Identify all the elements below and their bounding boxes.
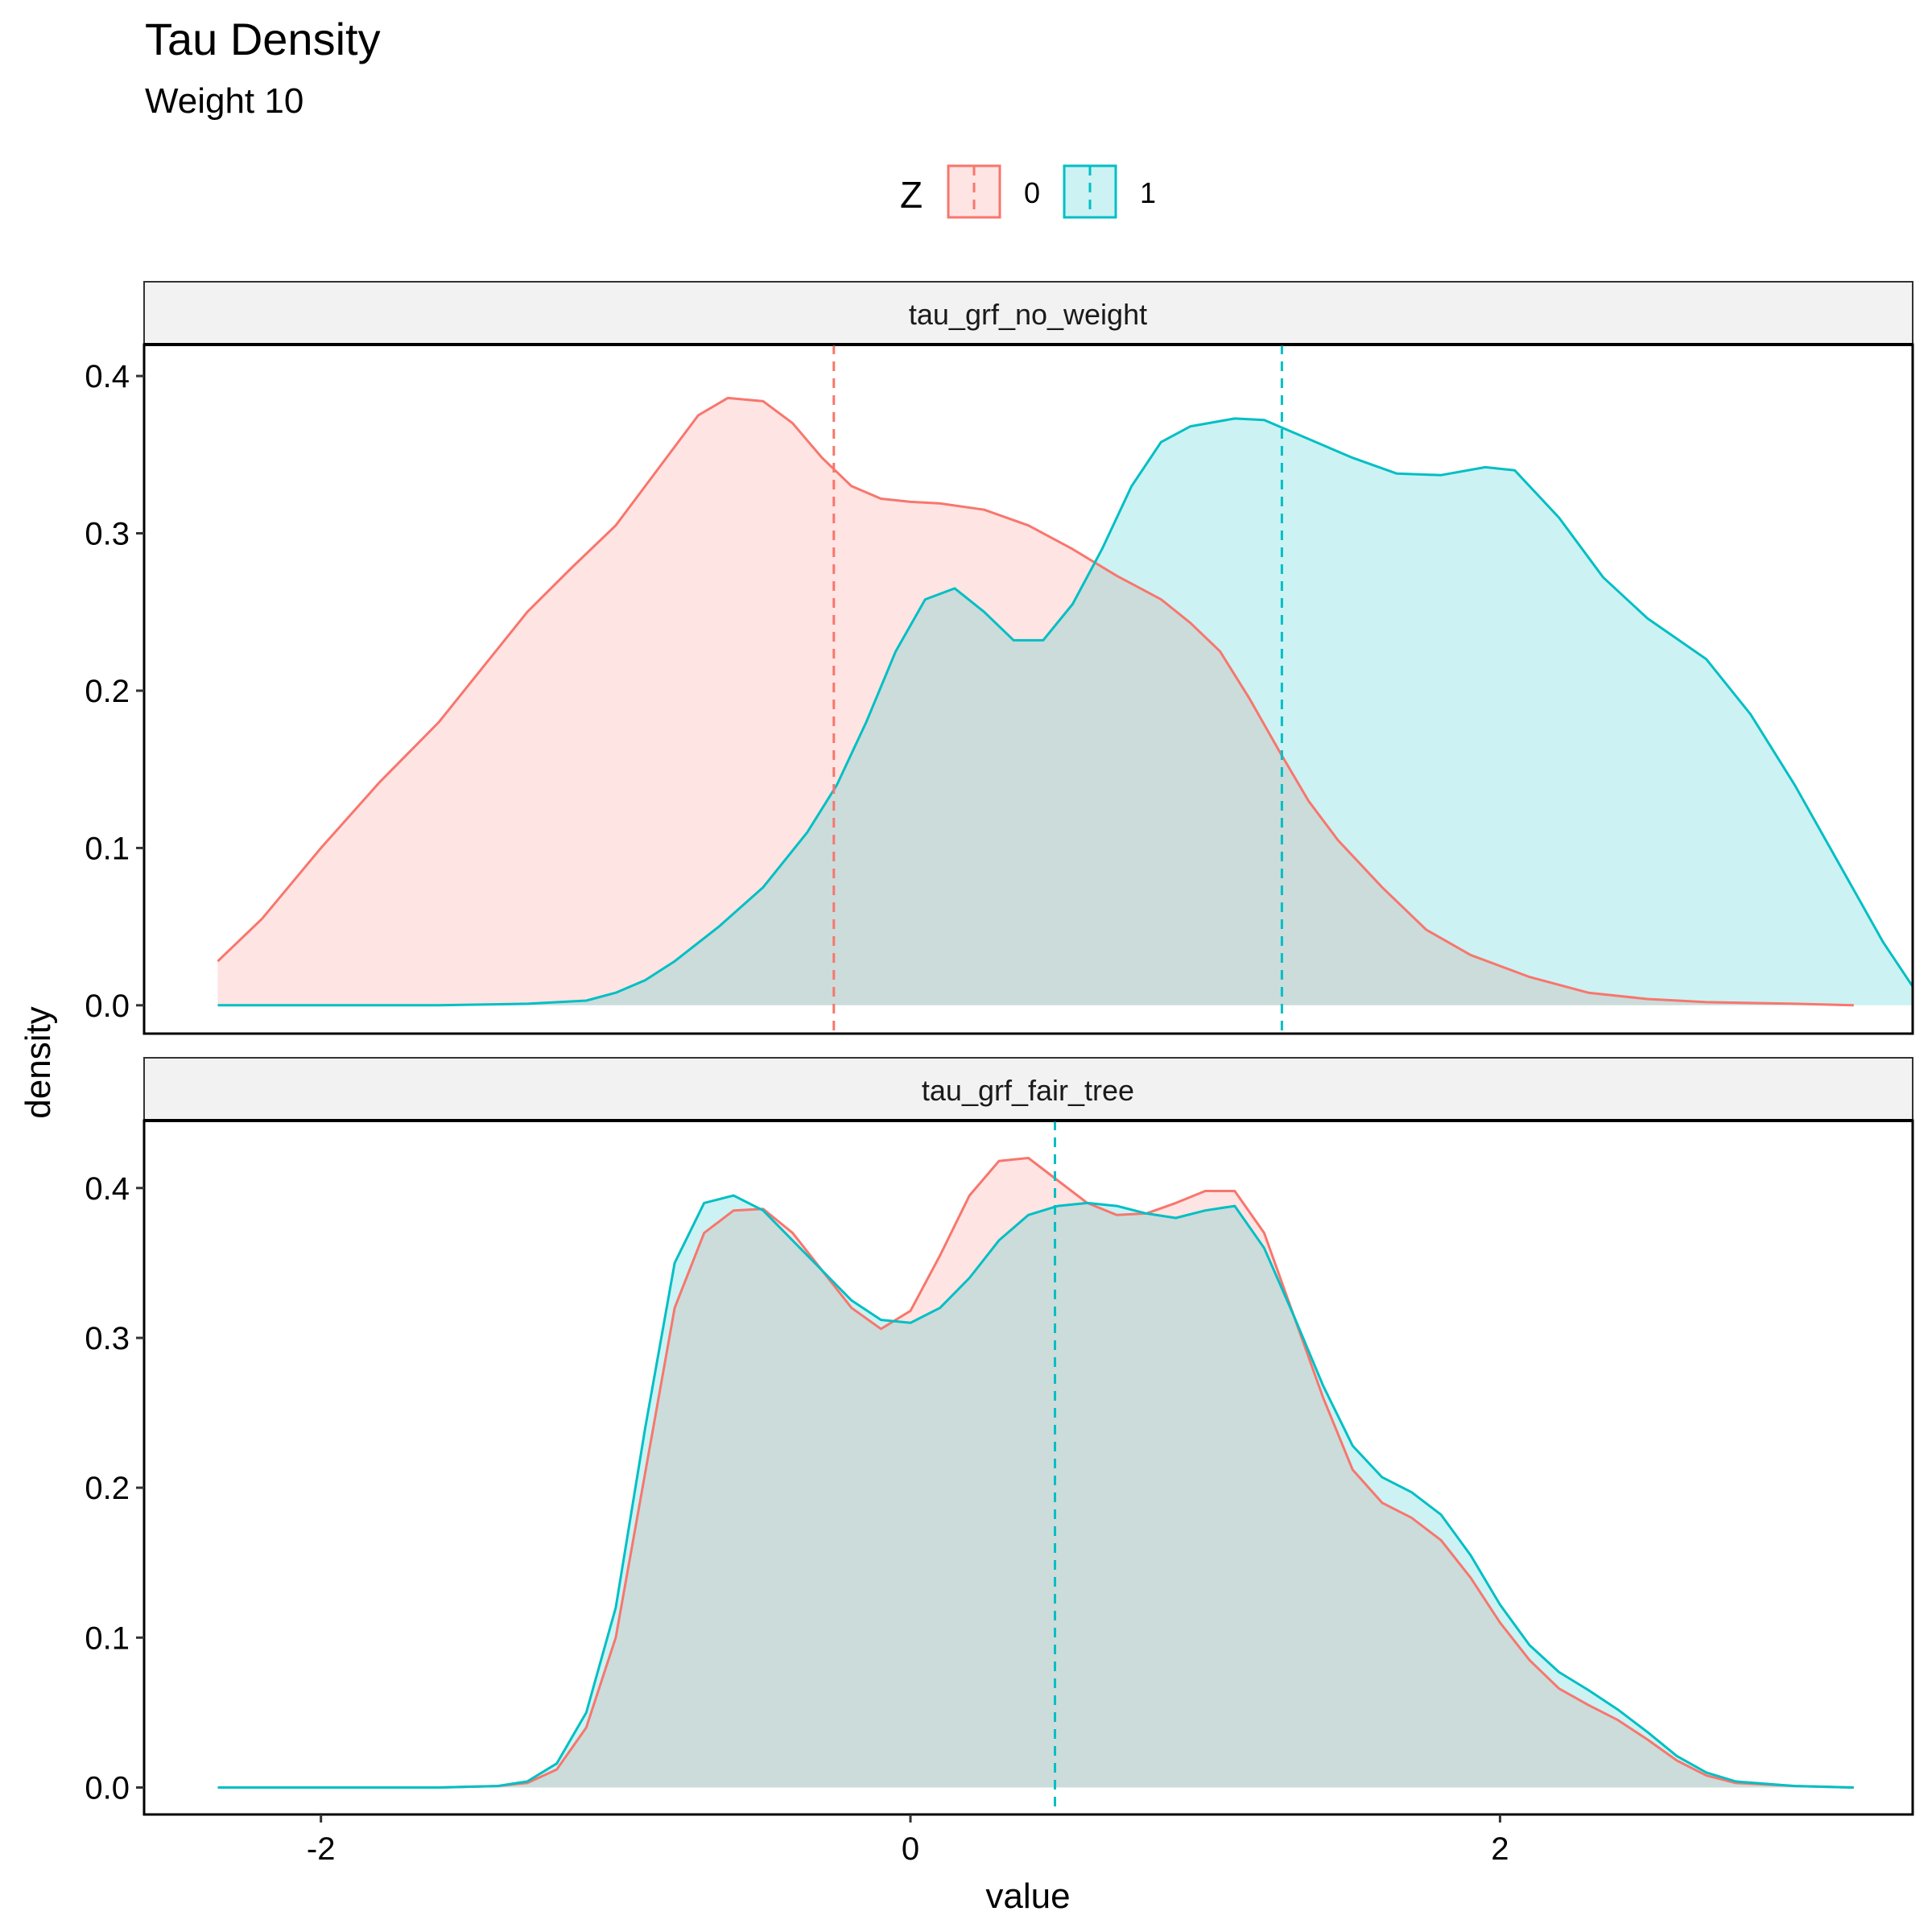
panel-1-border <box>142 343 1914 1035</box>
panel-1-line-0 <box>217 396 1854 1007</box>
x-axis-title: value <box>985 1876 1070 1916</box>
panel-1-y-tick-label: 0.0 <box>85 989 130 1024</box>
x-tick-label: 2 <box>1491 1831 1509 1867</box>
legend-key-0: 0 <box>947 164 1040 219</box>
panel-1-area-1 <box>217 418 1913 1005</box>
panel-2: tau_grf_fair_tree 0.0 0.1 0.2 0.3 0.4 <box>85 1057 1914 1816</box>
panel-1-y-axis: 0.0 0.1 0.2 0.3 0.4 <box>85 359 144 1024</box>
panel-2-y-tick-label: 0.1 <box>85 1620 130 1656</box>
chart-subtitle: Weight 10 <box>145 81 303 121</box>
panel-2-area-0 <box>217 1158 1854 1788</box>
panel-2-y-tick-label: 0.2 <box>85 1471 130 1506</box>
x-tick-label: 0 <box>902 1831 919 1867</box>
x-axis: -2 0 2 <box>307 1814 1509 1867</box>
panel-2-border <box>142 1119 1914 1816</box>
panel-1-y-tick-label: 0.1 <box>85 831 130 866</box>
legend-title: Z <box>900 174 923 216</box>
panel-1-strip <box>143 281 1913 345</box>
legend: Z 0 1 <box>900 164 1156 219</box>
panel-1-y-tick-label: 0.4 <box>85 359 130 394</box>
panel-2-area-1 <box>217 1195 1854 1788</box>
panel-1-strip-label: tau_grf_no_weight <box>909 298 1147 331</box>
panel-2-plot <box>217 1121 1854 1814</box>
panel-1-plot <box>217 345 1914 1034</box>
panel-2-y-tick-label: 0.0 <box>85 1771 130 1806</box>
panel-1-area-0 <box>217 398 1854 1005</box>
legend-label-0: 0 <box>1024 176 1040 209</box>
panel-2-y-tick-label: 0.4 <box>85 1171 130 1207</box>
panel-2-y-axis: 0.0 0.1 0.2 0.3 0.4 <box>85 1171 144 1806</box>
panel-1-line-1 <box>217 417 1914 1007</box>
panel-1: tau_grf_no_weight 0.0 0.1 0.2 0.3 0.4 <box>85 281 1914 1035</box>
x-tick-label: -2 <box>307 1831 336 1867</box>
panel-2-line-0 <box>217 1157 1854 1789</box>
legend-label-1: 1 <box>1140 176 1156 209</box>
y-axis-title: density <box>19 1006 58 1118</box>
panel-2-line-1 <box>217 1194 1854 1789</box>
panel-1-y-tick-label: 0.3 <box>85 517 130 552</box>
chart-title: Tau Density <box>145 14 381 64</box>
panel-2-y-tick-label: 0.3 <box>85 1321 130 1356</box>
legend-key-1: 1 <box>1063 164 1156 219</box>
panel-1-y-tick-label: 0.2 <box>85 674 130 709</box>
panel-2-strip <box>143 1057 1913 1121</box>
panel-2-strip-label: tau_grf_fair_tree <box>922 1074 1134 1107</box>
